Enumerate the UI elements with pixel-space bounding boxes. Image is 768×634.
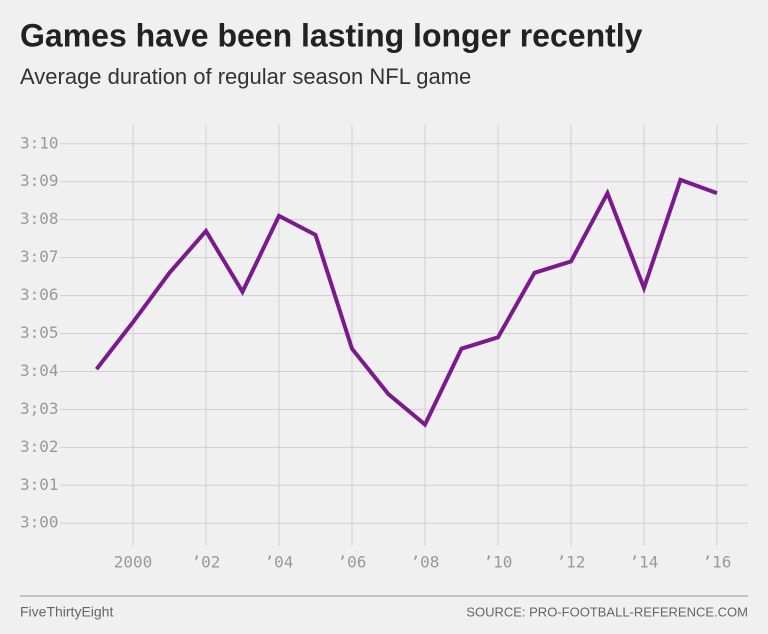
x-tick-label: ’16	[703, 553, 732, 572]
x-tick-label: ’04	[265, 553, 294, 572]
x-tick-label: ’06	[338, 553, 367, 572]
y-tick-label: 3:05	[20, 323, 59, 342]
x-tick-label: ’12	[557, 553, 586, 572]
y-tick-label: 3:08	[20, 209, 59, 228]
x-tick-label: ’14	[630, 553, 659, 572]
y-tick-label: 3:06	[20, 285, 59, 304]
source: SOURCE: PRO-FOOTBALL-REFERENCE.COM	[466, 604, 748, 619]
chart-subtitle: Average duration of regular season NFL g…	[20, 64, 471, 89]
chart-title: Games have been lasting longer recently	[20, 17, 643, 53]
data-line	[94, 177, 718, 428]
grid: 3:00 3:01 3:02 3;03 3:04 3:05 3:06 3:07 3:08 3:09…	[20, 125, 748, 572]
x-tick-label: ’10	[484, 553, 513, 572]
y-tick-label: 3:01	[20, 475, 59, 494]
y-tick-label: 3:00	[20, 513, 59, 532]
y-tick-label: 3:02	[20, 437, 59, 456]
y-tick-label: 3:09	[20, 171, 59, 190]
y-tick-label: 3:04	[20, 361, 59, 380]
y-tick-label: 3;03	[20, 399, 59, 418]
brand: FiveThirtyEight	[20, 604, 113, 620]
y-tick-label: 3:07	[20, 247, 59, 266]
x-tick-label: 2000	[114, 553, 153, 572]
x-tick-label: ’08	[411, 553, 440, 572]
x-tick-label: ’02	[192, 553, 221, 572]
plot	[94, 177, 718, 428]
y-tick-label: 3:10	[20, 133, 59, 152]
